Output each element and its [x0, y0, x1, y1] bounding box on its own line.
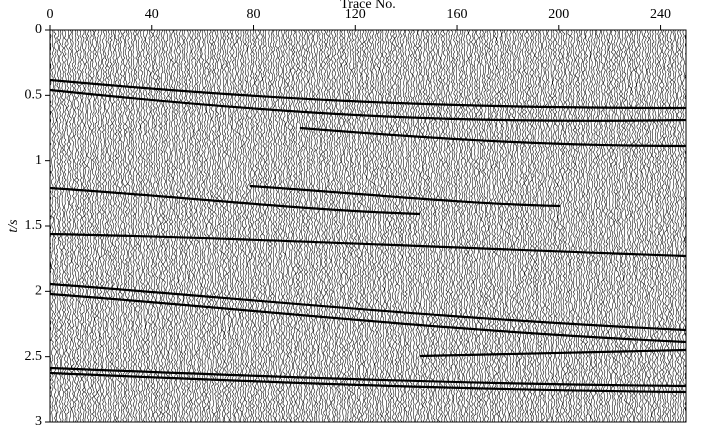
- y-tick-label: 1: [35, 153, 42, 168]
- x-tick-label: 0: [47, 7, 54, 22]
- reflectors: [50, 78, 686, 394]
- x-tick-label: 200: [548, 7, 569, 22]
- y-tick-label: 2.5: [25, 349, 43, 364]
- y-tick-label: 3: [35, 414, 42, 429]
- y-axis-label: t/s: [6, 219, 21, 233]
- x-tick-label: 160: [447, 7, 468, 22]
- y-tick-label: 0.5: [25, 88, 43, 103]
- y-tick-label: 1.5: [25, 218, 43, 233]
- y-tick-label: 2: [35, 284, 42, 299]
- y-tick-label: 0: [35, 22, 42, 37]
- x-tick-label: 40: [145, 7, 159, 22]
- x-tick-label: 120: [345, 7, 366, 22]
- axis-title: Trace No.: [340, 0, 395, 12]
- x-tick-label: 240: [650, 7, 671, 22]
- x-tick-label: 80: [247, 7, 261, 22]
